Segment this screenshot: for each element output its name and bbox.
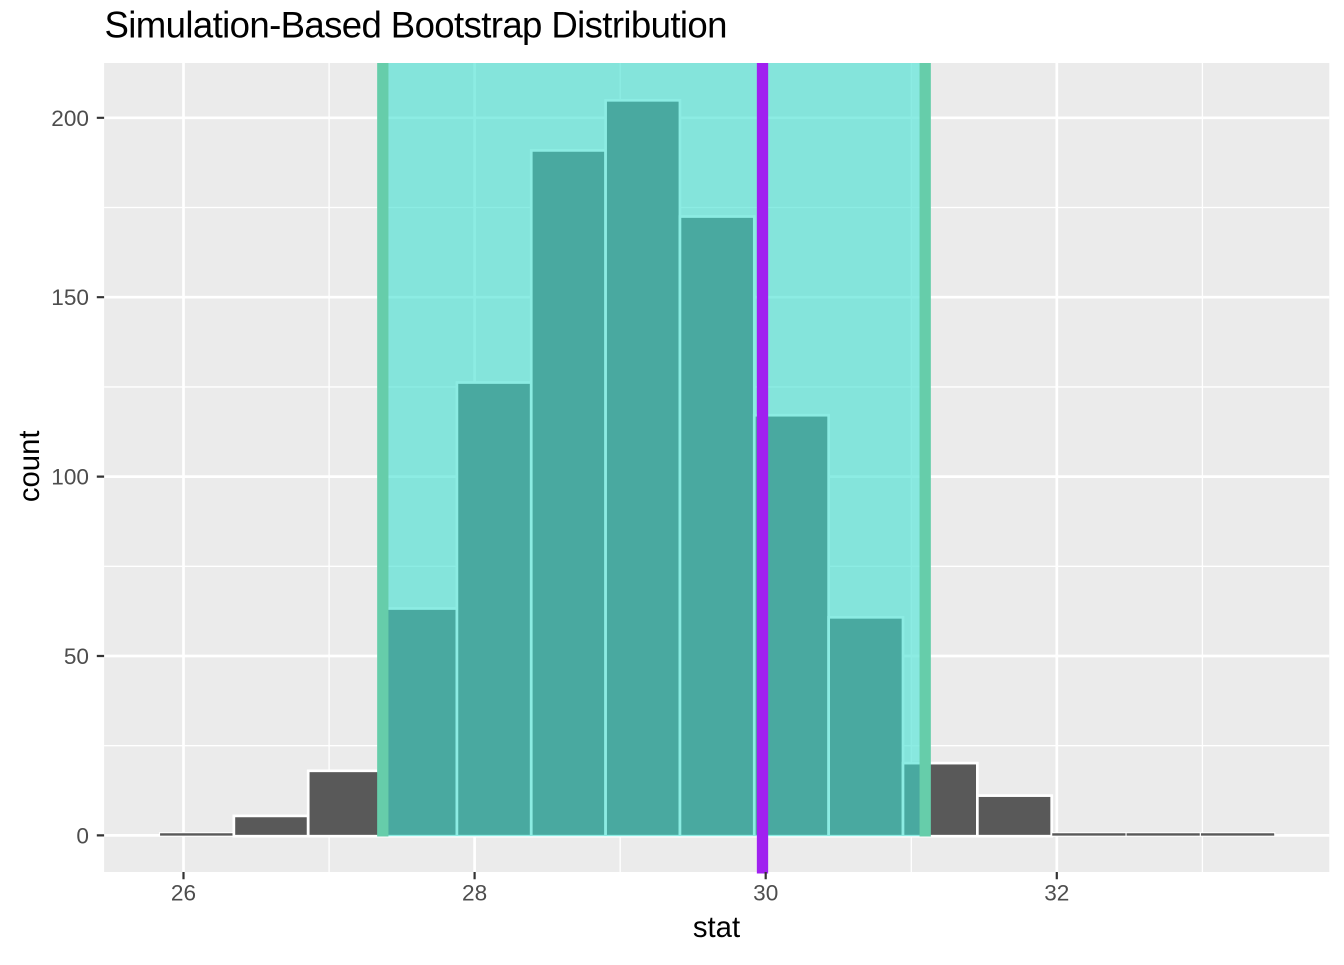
svg-text:150: 150 — [51, 285, 89, 310]
svg-text:0: 0 — [76, 823, 89, 848]
svg-text:26: 26 — [171, 880, 196, 905]
svg-text:100: 100 — [51, 465, 89, 490]
svg-text:stat: stat — [693, 911, 740, 944]
svg-text:28: 28 — [462, 880, 487, 905]
svg-text:Simulation-Based Bootstrap Dis: Simulation-Based Bootstrap Distribution — [105, 5, 727, 46]
svg-text:200: 200 — [51, 106, 89, 131]
svg-text:32: 32 — [1044, 880, 1069, 905]
svg-text:50: 50 — [64, 644, 89, 669]
svg-text:count: count — [13, 430, 46, 502]
svg-text:30: 30 — [753, 880, 778, 905]
